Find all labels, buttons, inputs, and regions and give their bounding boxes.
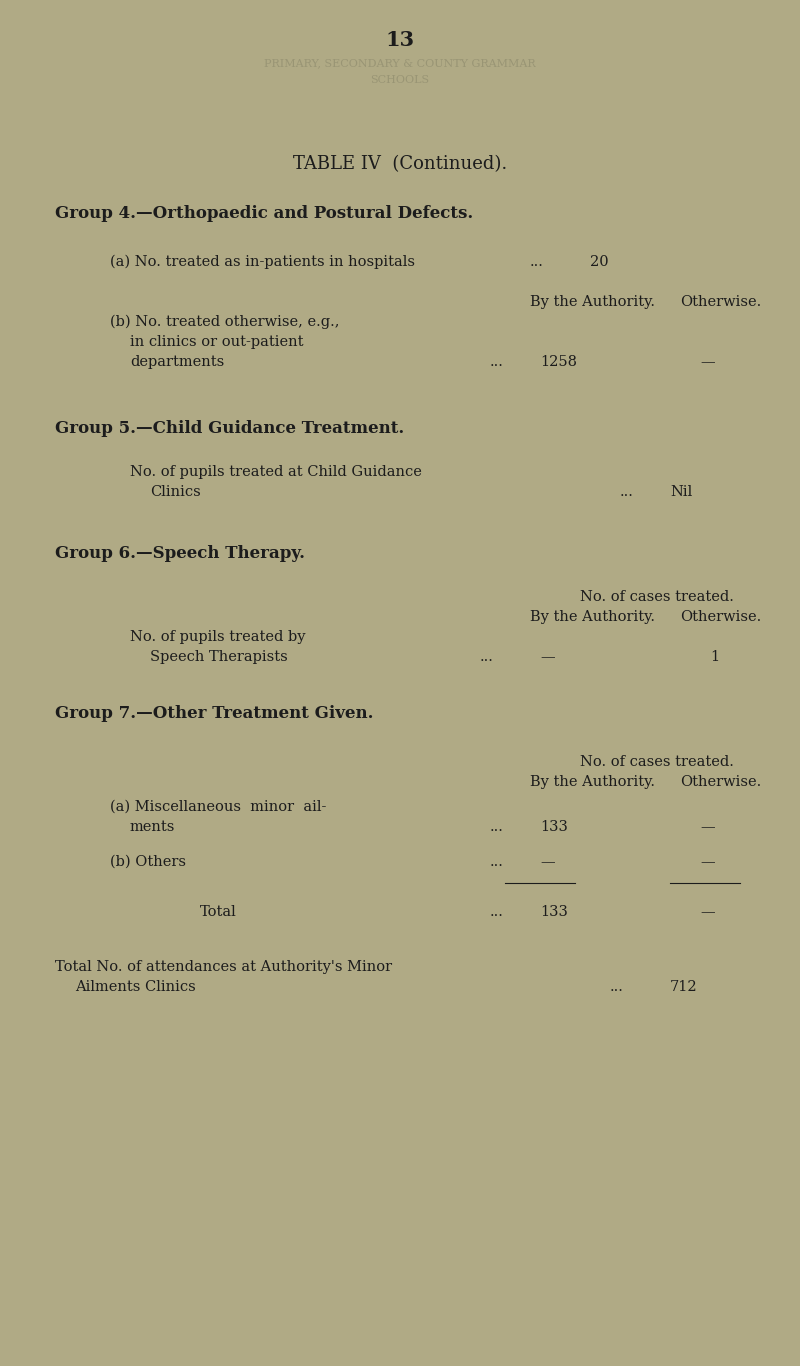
- Text: Otherwise.: Otherwise.: [680, 295, 762, 309]
- Text: Speech Therapists: Speech Therapists: [150, 650, 288, 664]
- Text: 13: 13: [386, 30, 414, 51]
- Text: —: —: [700, 355, 714, 369]
- Text: No. of cases treated.: No. of cases treated.: [580, 590, 734, 604]
- Text: PRIMARY, SECONDARY & COUNTY GRAMMAR: PRIMARY, SECONDARY & COUNTY GRAMMAR: [264, 57, 536, 68]
- Text: Total: Total: [200, 906, 237, 919]
- Text: Group 7.—Other Treatment Given.: Group 7.—Other Treatment Given.: [55, 705, 374, 723]
- Text: ...: ...: [610, 979, 624, 994]
- Text: ...: ...: [490, 906, 504, 919]
- Text: Group 6.—Speech Therapy.: Group 6.—Speech Therapy.: [55, 545, 305, 561]
- Text: SCHOOLS: SCHOOLS: [370, 75, 430, 85]
- Text: Group 4.—Orthopaedic and Postural Defects.: Group 4.—Orthopaedic and Postural Defect…: [55, 205, 474, 223]
- Text: Nil: Nil: [670, 485, 692, 499]
- Text: Clinics: Clinics: [150, 485, 201, 499]
- Text: in clinics or out-patient: in clinics or out-patient: [130, 335, 303, 348]
- Text: (a) Miscellaneous  minor  ail-: (a) Miscellaneous minor ail-: [110, 800, 326, 814]
- Text: ...: ...: [620, 485, 634, 499]
- Text: 712: 712: [670, 979, 698, 994]
- Text: No. of pupils treated by: No. of pupils treated by: [130, 630, 306, 643]
- Text: 1: 1: [710, 650, 719, 664]
- Text: —: —: [700, 855, 714, 869]
- Text: ...: ...: [490, 355, 504, 369]
- Text: —: —: [700, 906, 714, 919]
- Text: By the Authority.: By the Authority.: [530, 775, 655, 790]
- Text: Ailments Clinics: Ailments Clinics: [75, 979, 196, 994]
- Text: 133: 133: [540, 906, 568, 919]
- Text: 1258: 1258: [540, 355, 577, 369]
- Text: departments: departments: [130, 355, 224, 369]
- Text: (a) No. treated as in-patients in hospitals: (a) No. treated as in-patients in hospit…: [110, 255, 415, 269]
- Text: 133: 133: [540, 820, 568, 835]
- Text: —: —: [700, 820, 714, 835]
- Text: ...: ...: [530, 255, 544, 269]
- Text: By the Authority.: By the Authority.: [530, 611, 655, 624]
- Text: Group 5.—Child Guidance Treatment.: Group 5.—Child Guidance Treatment.: [55, 419, 404, 437]
- Text: Otherwise.: Otherwise.: [680, 611, 762, 624]
- Text: —: —: [540, 855, 554, 869]
- Text: ...: ...: [490, 820, 504, 835]
- Text: By the Authority.: By the Authority.: [530, 295, 655, 309]
- Text: ...: ...: [480, 650, 494, 664]
- Text: ments: ments: [130, 820, 175, 835]
- Text: Otherwise.: Otherwise.: [680, 775, 762, 790]
- Text: —: —: [540, 650, 554, 664]
- Text: (b) No. treated otherwise, e.g.,: (b) No. treated otherwise, e.g.,: [110, 316, 339, 329]
- Text: No. of cases treated.: No. of cases treated.: [580, 755, 734, 769]
- Text: Total No. of attendances at Authority's Minor: Total No. of attendances at Authority's …: [55, 960, 392, 974]
- Text: TABLE IV  (Continued).: TABLE IV (Continued).: [293, 154, 507, 173]
- Text: ...: ...: [490, 855, 504, 869]
- Text: 20: 20: [590, 255, 609, 269]
- Text: No. of pupils treated at Child Guidance: No. of pupils treated at Child Guidance: [130, 464, 422, 479]
- Text: (b) Others: (b) Others: [110, 855, 186, 869]
